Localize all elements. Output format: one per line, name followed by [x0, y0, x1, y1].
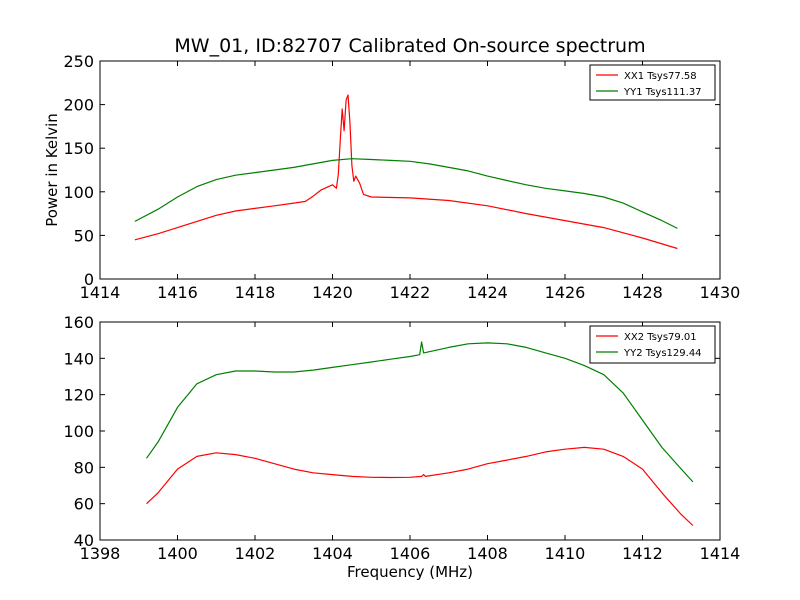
legend-label-1-0: XX2 Tsys79.01 [624, 332, 697, 343]
y-tick-label-1-2: 80 [74, 458, 94, 477]
x-tick-label-1-4: 1406 [390, 544, 431, 563]
series-line-1-1 [146, 341, 694, 483]
legend-label-1-1: YY2 Tsys129.44 [623, 348, 702, 359]
top-panel: 1414 1416 1418 1420 1422 1424 1426 1428 1430 0 50 1… [43, 52, 740, 302]
y-tick-label-0-5: 250 [63, 52, 94, 71]
y-tick-label-0-2: 100 [63, 183, 94, 202]
x-tick-label-0-1: 1416 [157, 283, 198, 302]
x-tick-label-1-6: 1410 [545, 544, 586, 563]
series-line-0-1 [134, 158, 678, 229]
x-axis-label-1: Frequency (MHz) [347, 563, 473, 581]
legend-box-1 [589, 325, 716, 364]
x-tick-label-0-8: 1430 [700, 283, 741, 302]
x-tick-label-1-2: 1402 [235, 544, 276, 563]
x-tick-label-0-7: 1428 [622, 283, 663, 302]
x-tick-label-1-3: 1404 [312, 544, 353, 563]
x-tick-label-1-7: 1412 [622, 544, 663, 563]
y-tick-label-1-3: 100 [63, 422, 94, 441]
legend-label-0-1: YY1 Tsys111.37 [623, 87, 702, 98]
y-tick-label-1-4: 120 [63, 386, 94, 405]
x-tick-label-0-0: 1414 [80, 283, 121, 302]
x-tick-label-0-3: 1420 [312, 283, 353, 302]
x-tick-label-0-2: 1418 [235, 283, 276, 302]
x-tick-label-1-0: 1398 [80, 544, 121, 563]
y-axis-label-0: Power in Kelvin [43, 113, 61, 227]
y-tick-label-1-0: 40 [74, 531, 94, 550]
x-tick-label-0-4: 1422 [390, 283, 431, 302]
x-tick-label-0-5: 1424 [467, 283, 508, 302]
y-tick-label-0-1: 50 [74, 226, 94, 245]
y-tick-label-0-4: 200 [63, 96, 94, 115]
y-tick-label-1-1: 60 [74, 495, 94, 514]
y-tick-label-1-6: 160 [63, 313, 94, 332]
x-tick-label-1-5: 1408 [467, 544, 508, 563]
x-tick-label-1-1: 1400 [157, 544, 198, 563]
series-line-0-0 [134, 94, 678, 250]
series-line-1-0 [146, 446, 694, 526]
x-tick-label-1-8: 1414 [700, 544, 741, 563]
legend-label-0-0: XX1 Tsys77.58 [624, 71, 697, 82]
bottom-panel: 1398 1400 1402 1404 1406 1408 1410 1412 1414 40 60… [63, 313, 740, 581]
y-tick-label-0-0: 0 [84, 270, 94, 289]
legend-box-0 [589, 64, 716, 101]
chart-title: MW_01, ID:82707 Calibrated On-source spe… [174, 35, 645, 57]
y-tick-label-0-3: 150 [63, 139, 94, 158]
x-tick-label-0-6: 1426 [545, 283, 586, 302]
y-tick-label-1-5: 140 [63, 349, 94, 368]
